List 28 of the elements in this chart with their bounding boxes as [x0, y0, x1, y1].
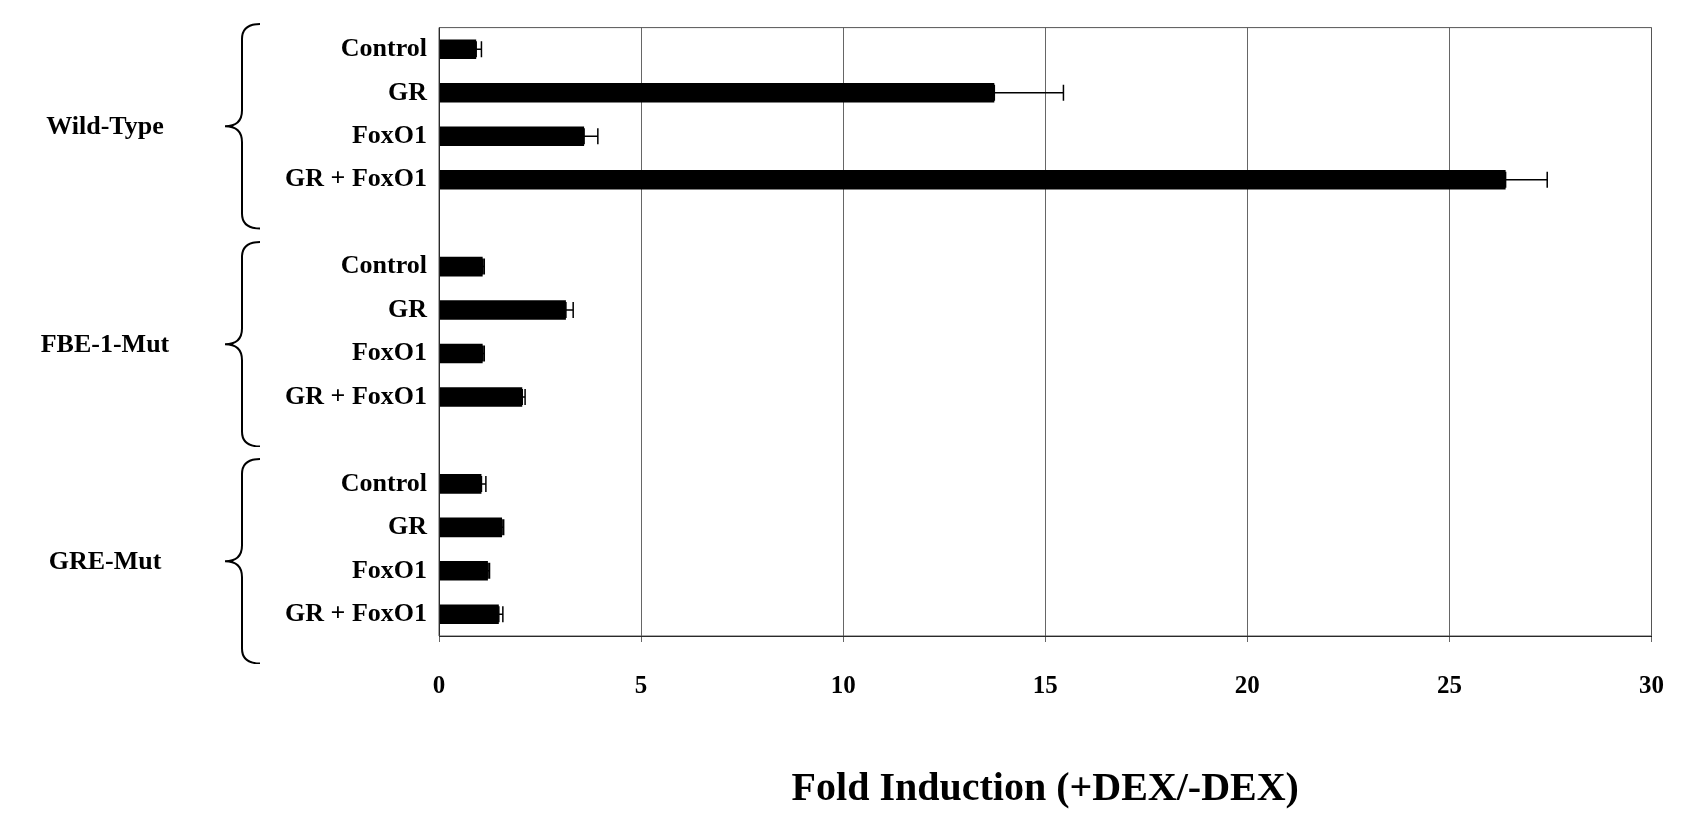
bar — [439, 561, 488, 581]
x-tick-label: 20 — [1234, 671, 1260, 699]
y-tick-label: Control — [340, 250, 427, 280]
y-tick-label: FoxO1 — [351, 554, 427, 584]
y-tick-label: GR + FoxO1 — [285, 597, 427, 627]
y-tick-label: GR — [388, 76, 428, 106]
y-tick-label: GR — [388, 511, 428, 541]
bar — [439, 256, 483, 277]
y-tick-label: Control — [340, 33, 427, 63]
x-tick-label: 25 — [1436, 671, 1462, 699]
x-tick-label: 0 — [432, 671, 446, 699]
y-tick-label: GR + FoxO1 — [285, 380, 427, 410]
y-tick-label: FoxO1 — [351, 337, 427, 367]
x-tick-label: 15 — [1032, 671, 1058, 699]
y-tick-label: Control — [340, 467, 427, 497]
bar — [439, 387, 523, 407]
x-tick-label: 30 — [1639, 671, 1664, 699]
y-tick-label: GR + FoxO1 — [285, 163, 427, 193]
text: GRE-Mut — [47, 545, 163, 578]
x-tick-label: 10 — [830, 671, 856, 699]
x-axis-title: Fold Induction (+DEX/-DEX) — [791, 764, 1299, 810]
y-tick-label: GR — [388, 293, 428, 323]
bar — [439, 517, 503, 538]
text: Wild-Type — [45, 110, 165, 143]
bar — [439, 343, 483, 364]
text: FBE-1-Mut — [39, 327, 171, 360]
y-tick-label: FoxO1 — [351, 119, 427, 149]
x-tick-label: 5 — [634, 671, 648, 699]
